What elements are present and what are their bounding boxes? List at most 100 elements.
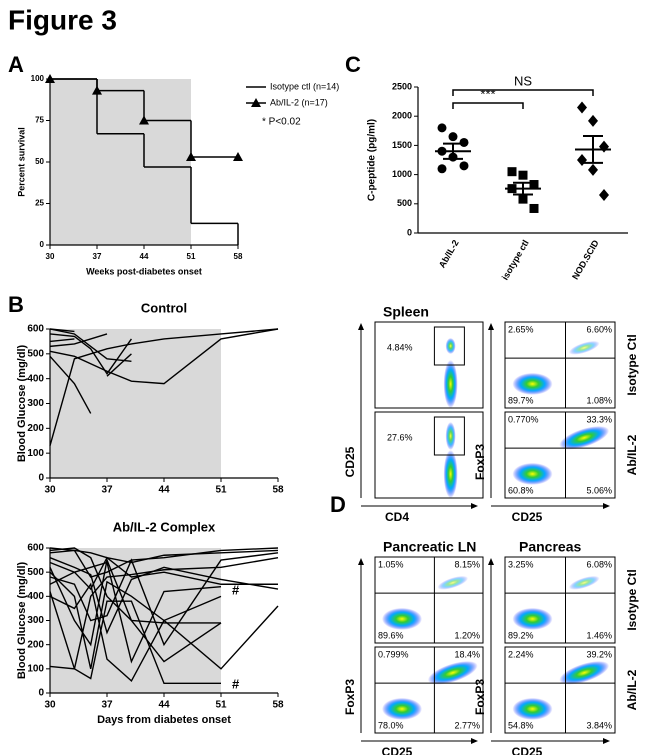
y-tick-label: 0	[38, 473, 44, 484]
data-point	[459, 137, 469, 147]
x-tick-label: 44	[158, 700, 170, 711]
density	[382, 607, 422, 630]
annotation: #	[232, 676, 240, 691]
quadrant-label: 5.06%	[586, 485, 612, 495]
density	[427, 661, 478, 685]
y-tick-label: 600	[27, 324, 44, 335]
quadrant-label: 89.6%	[378, 630, 404, 640]
data-point	[529, 180, 539, 190]
x-tick-label: NOD.SCID	[570, 238, 601, 282]
data-point	[577, 154, 587, 166]
marker	[233, 152, 243, 162]
quadrant-label: 0.799%	[378, 649, 409, 659]
x-axis-label: CD25	[512, 510, 543, 524]
density	[559, 661, 610, 685]
y-tick-label: 0	[407, 227, 412, 237]
y-axis-label: FoxP3	[343, 679, 357, 715]
density	[445, 422, 456, 450]
chart-title: Ab/IL-2 Complex	[113, 519, 216, 534]
quadrant-label: 0.770%	[508, 414, 539, 424]
panel-label: B	[8, 292, 24, 317]
data-point	[577, 101, 587, 114]
y-tick-label: 200	[27, 639, 44, 650]
chart-title: Control	[141, 300, 187, 315]
data-point	[588, 114, 598, 127]
y-tick-label: 1500	[392, 140, 412, 150]
data-line	[49, 557, 279, 635]
section-title: Spleen	[383, 304, 429, 320]
density	[568, 340, 600, 355]
density	[512, 697, 553, 720]
flow-plot	[374, 411, 484, 499]
density	[512, 462, 553, 485]
quadrant-label: 89.7%	[508, 395, 534, 405]
gate	[433, 326, 465, 366]
quadrant-label: 3.84%	[586, 720, 612, 730]
data-line	[49, 582, 279, 683]
x-tick-label: 58	[272, 700, 284, 711]
density	[568, 575, 600, 590]
x-tick-label: 51	[187, 252, 196, 261]
density	[512, 372, 553, 395]
density	[445, 338, 456, 354]
data-line	[49, 547, 279, 578]
density	[382, 697, 422, 720]
x-tick-label: 58	[272, 485, 284, 496]
marker	[186, 152, 196, 162]
x-tick-label: 37	[101, 485, 113, 496]
data-line	[49, 328, 279, 385]
data-point	[588, 163, 598, 176]
shaded-region	[50, 329, 221, 478]
density	[443, 360, 458, 408]
quadrant-label: 78.0%	[378, 720, 404, 730]
density	[559, 426, 610, 450]
x-tick-label: Ab/IL-2	[437, 238, 461, 269]
annotation: NS	[514, 73, 532, 88]
data-point	[518, 194, 528, 204]
quadrant-label: 54.8%	[508, 720, 534, 730]
marker	[45, 74, 55, 83]
x-tick-label: 44	[140, 252, 149, 261]
y-tick-label: 25	[35, 199, 44, 208]
quadrant-label: 3.25%	[508, 559, 534, 569]
x-axis-label: Days from diabetes onset	[97, 714, 231, 726]
y-axis-label: FoxP3	[473, 444, 487, 480]
quadrant-label: 1.05%	[378, 559, 404, 569]
x-axis-label: CD4	[385, 510, 409, 524]
quadrant-label: 89.2%	[508, 630, 534, 640]
panel-label: D	[330, 492, 346, 517]
x-tick-label: 51	[215, 485, 227, 496]
quadrant-label: 1.46%	[586, 630, 612, 640]
marker	[92, 85, 102, 95]
density	[512, 607, 553, 630]
quadrant-label: 39.2%	[586, 649, 612, 659]
panel-label: A	[8, 52, 24, 77]
x-tick-label: 30	[44, 485, 56, 496]
bracket	[452, 102, 524, 109]
x-tick-label: 30	[46, 252, 55, 261]
gate-label: 4.84%	[387, 342, 413, 352]
row-label: Isotype Ctl	[625, 334, 639, 395]
x-axis-label: CD25	[382, 745, 413, 755]
y-tick-label: 1000	[392, 169, 412, 179]
quadrant-label: 18.4%	[454, 649, 480, 659]
y-tick-label: 300	[27, 398, 44, 409]
annotation: ***	[480, 86, 495, 101]
quadrant-label: 8.15%	[454, 559, 480, 569]
y-tick-label: 2500	[392, 81, 412, 91]
x-tick-label: 37	[93, 252, 102, 261]
section-title: Pancreas	[519, 539, 581, 555]
data-point	[518, 170, 528, 180]
y-tick-label: 200	[27, 423, 44, 434]
x-tick-label: 51	[215, 700, 227, 711]
y-axis-label: Blood Glucose (mg/dl)	[16, 345, 28, 463]
y-tick-label: 75	[35, 116, 44, 125]
density	[443, 450, 458, 498]
data-line	[49, 328, 132, 362]
annotation: #	[232, 582, 240, 597]
quadrant-label: 2.77%	[454, 720, 480, 730]
figure-title: Figure 3	[8, 4, 117, 35]
data-line	[49, 556, 279, 670]
y-axis-label: Blood Glucose (mg/dl)	[16, 562, 28, 680]
legend-label: Isotype ctl (n=14)	[270, 81, 339, 91]
